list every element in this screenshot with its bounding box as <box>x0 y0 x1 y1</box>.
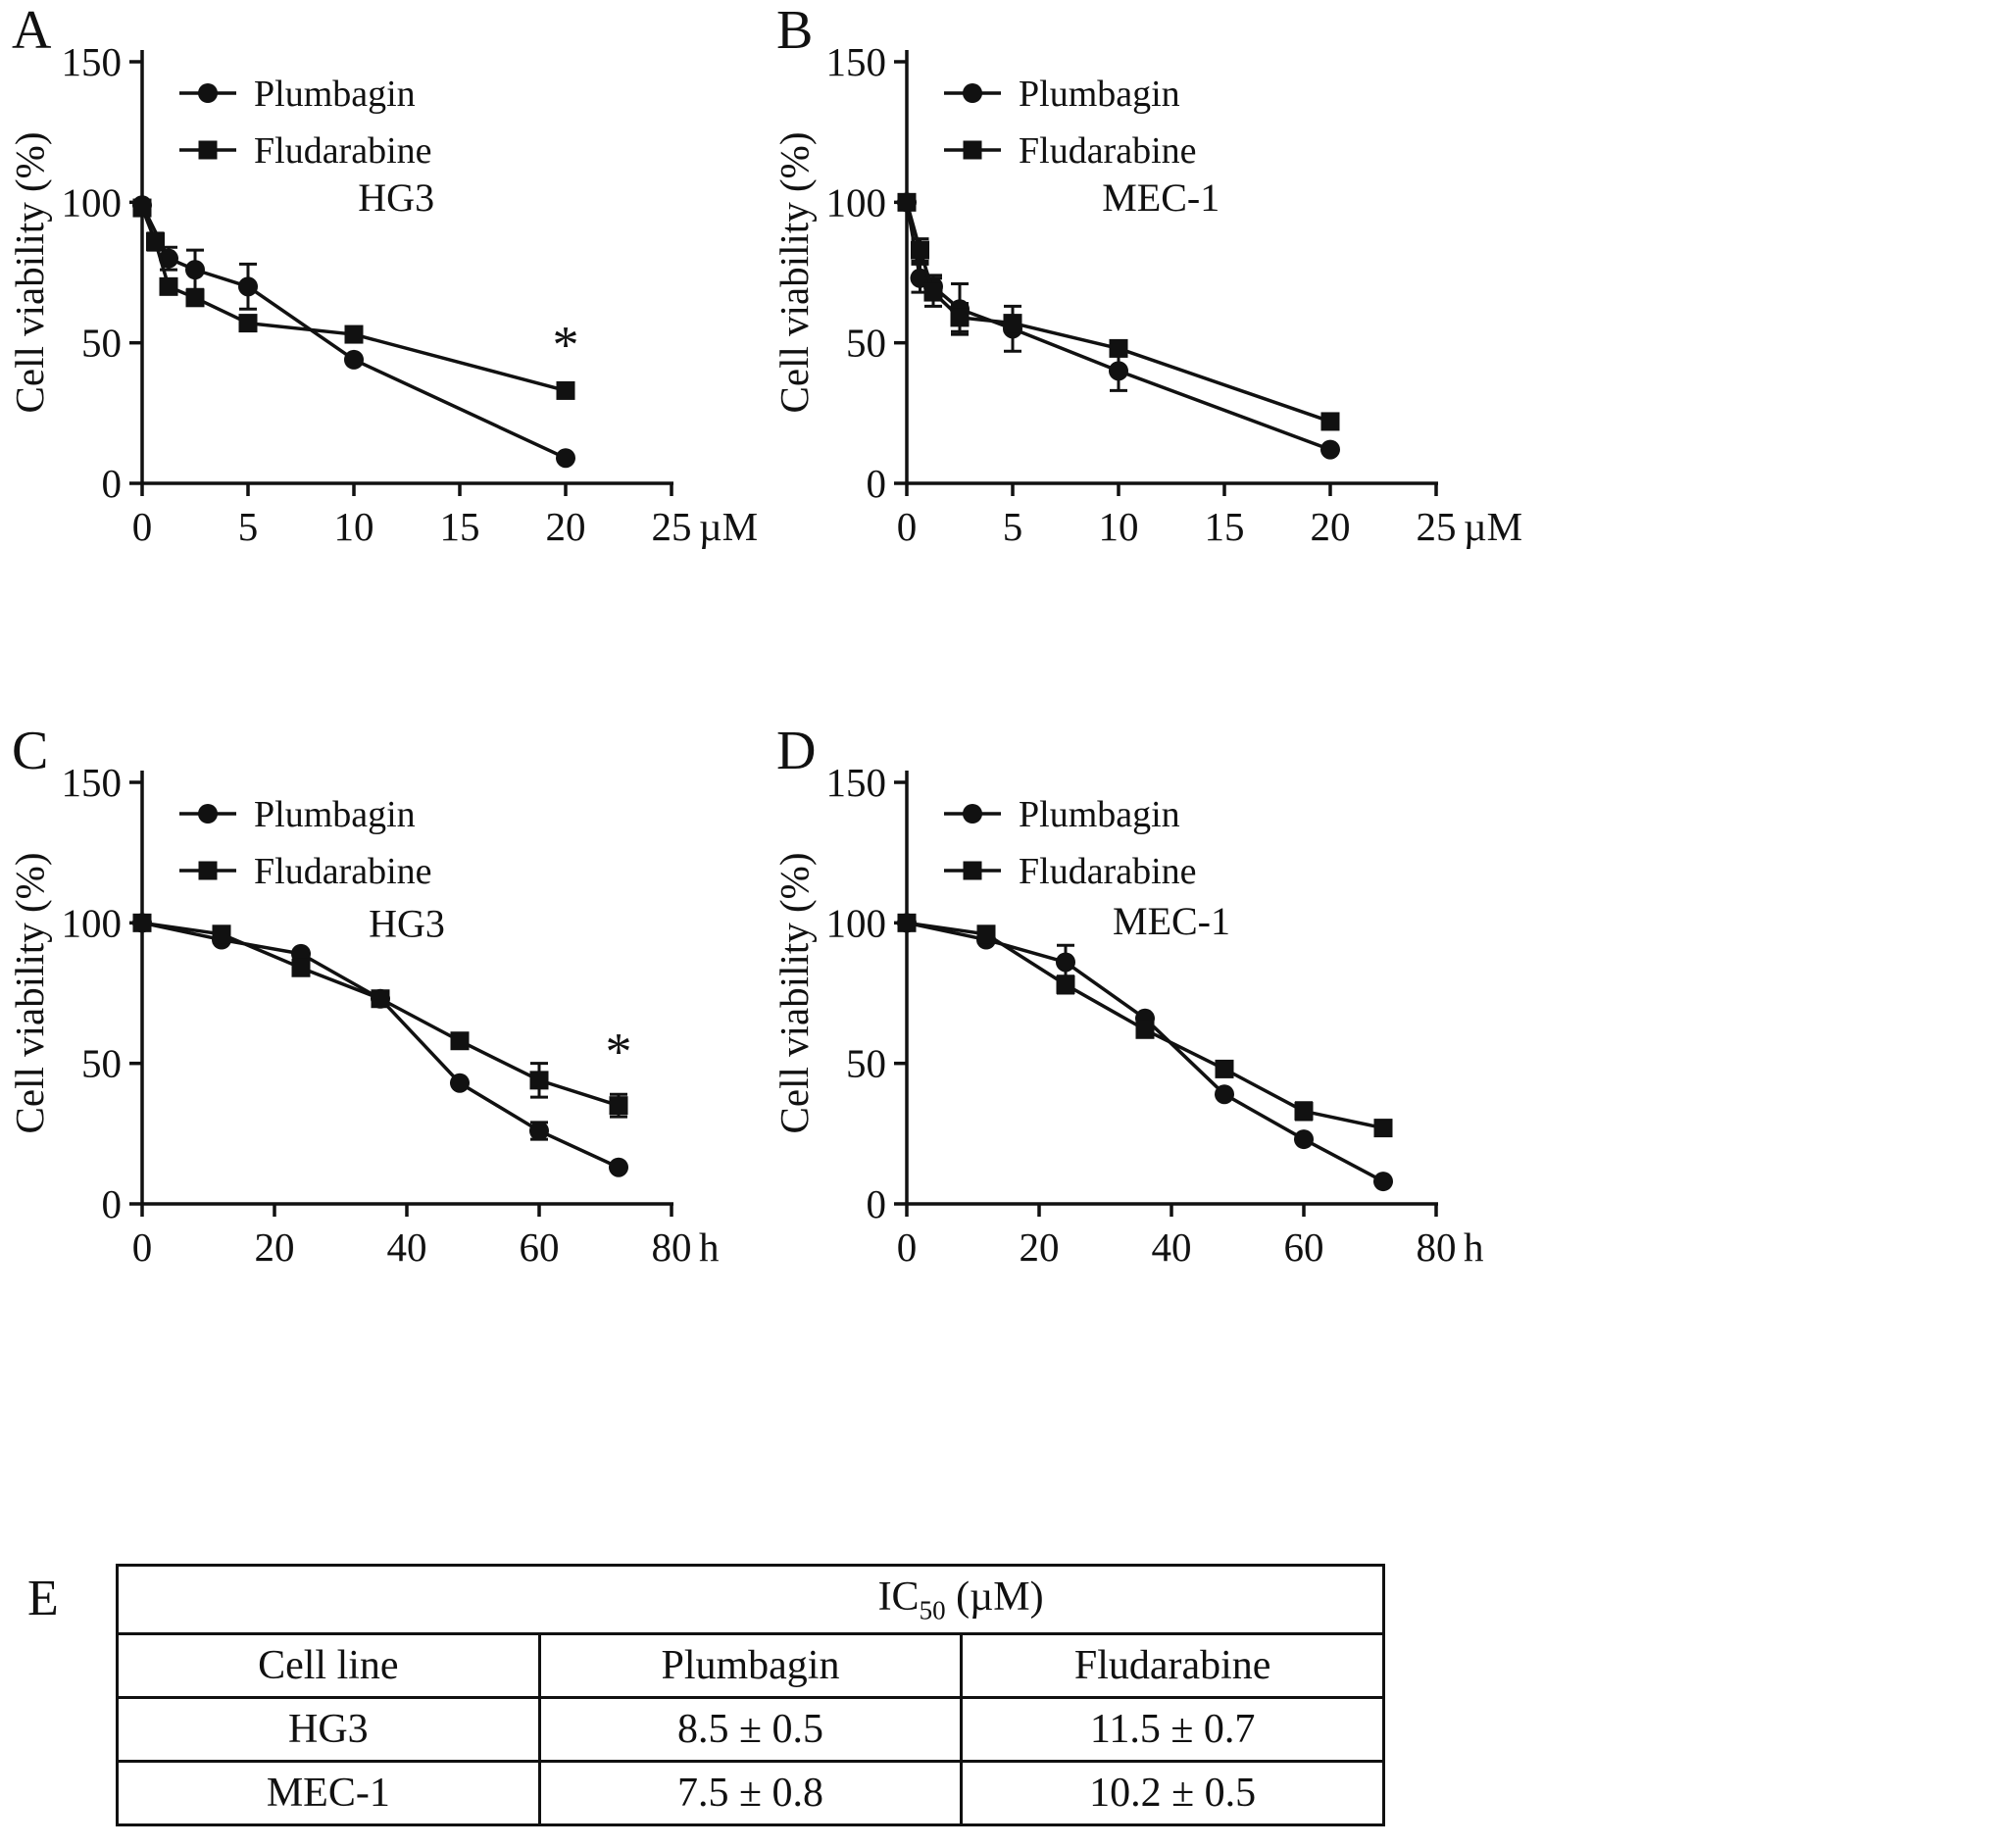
svg-text:60: 60 <box>520 1224 560 1270</box>
ic50-subscript: 50 <box>919 1595 946 1625</box>
svg-text:150: 150 <box>62 39 123 84</box>
svg-text:150: 150 <box>826 760 887 805</box>
cell-line-name: MEC-1 <box>116 1760 541 1827</box>
svg-text:0: 0 <box>867 1181 887 1226</box>
blank-cell <box>116 1563 540 1636</box>
ic50-value-fludarabine-hg3: 11.5 ± 0.7 <box>960 1696 1385 1764</box>
svg-text:50: 50 <box>81 1041 122 1086</box>
svg-text:50: 50 <box>846 1041 886 1086</box>
svg-text:50: 50 <box>81 321 122 366</box>
ic50-table: IC50 (µM) Cell line Plumbagin Fludarabin… <box>116 1563 1386 1827</box>
panel-e-ic50-table: E IC50 (µM) Cell line Plumbagin Fludarab… <box>27 1563 1400 1827</box>
svg-text:150: 150 <box>62 760 123 805</box>
svg-text:MEC-1: MEC-1 <box>1113 899 1230 943</box>
svg-text:150: 150 <box>826 39 887 84</box>
svg-text:100: 100 <box>62 179 123 225</box>
ic50-prefix: IC <box>877 1574 920 1620</box>
svg-text:Fludarabine: Fludarabine <box>1019 851 1197 892</box>
svg-text:Cell viability (%): Cell viability (%) <box>10 132 52 414</box>
time-course-chart-mec1: 0 50 100 150 0 20 40 60 80 h Cell viability (%) MEC… <box>772 725 1534 1314</box>
svg-text:Fludarabine: Fludarabine <box>1019 130 1197 172</box>
ic50-value-fludarabine-mec1: 10.2 ± 0.5 <box>960 1760 1385 1827</box>
table-row-hg3: HG3 8.5 ± 0.5 11.5 ± 0.7 <box>116 1696 1385 1764</box>
svg-text:0: 0 <box>102 461 123 506</box>
svg-text:10: 10 <box>1099 504 1139 549</box>
svg-text:Fludarabine: Fludarabine <box>254 130 432 172</box>
panel-d-label: D <box>776 721 817 781</box>
svg-text:100: 100 <box>62 900 123 945</box>
time-course-chart-hg3: 0 50 100 150 0 20 40 60 80 h Cell viability (%) HG3… <box>7 725 770 1314</box>
svg-text:40: 40 <box>1152 1224 1192 1270</box>
cell-line-name: HG3 <box>116 1696 541 1764</box>
svg-text:20: 20 <box>1311 504 1351 549</box>
ic50-unit: (µM) <box>945 1574 1044 1620</box>
table-row-mec1: MEC-1 7.5 ± 0.8 10.2 ± 0.5 <box>116 1760 1385 1827</box>
svg-text:Cell viability (%): Cell viability (%) <box>10 853 52 1134</box>
svg-text:20: 20 <box>546 504 586 549</box>
panel-a-dose-response-hg3: 0 50 100 150 0 5 10 15 20 25 µM Cell viability (%) H… <box>7 0 770 603</box>
svg-text:20: 20 <box>1020 1224 1060 1270</box>
svg-text:Plumbagin: Plumbagin <box>254 794 416 835</box>
svg-text:100: 100 <box>826 179 887 225</box>
svg-text:h: h <box>699 1224 720 1270</box>
panel-c-time-course-hg3: 0 50 100 150 0 20 40 60 80 h Cell viability (%) HG3… <box>7 721 770 1324</box>
svg-text:Plumbagin: Plumbagin <box>1019 794 1180 835</box>
svg-text:0: 0 <box>132 504 153 549</box>
svg-text:50: 50 <box>846 321 886 366</box>
panel-b-label: B <box>776 0 814 61</box>
svg-text:25: 25 <box>652 504 692 549</box>
svg-text:80: 80 <box>1417 1224 1457 1270</box>
ic50-value-plumbagin-mec1: 7.5 ± 0.8 <box>537 1760 964 1827</box>
dose-response-chart-mec1: 0 50 100 150 0 5 10 15 20 25 µM Cell viability (%) M… <box>772 5 1534 593</box>
svg-text:h: h <box>1464 1224 1484 1270</box>
svg-text:20: 20 <box>255 1224 295 1270</box>
ic50-title-row: IC50 (µM) <box>116 1563 1386 1636</box>
svg-text:HG3: HG3 <box>358 175 434 220</box>
svg-text:0: 0 <box>867 461 887 506</box>
svg-text:0: 0 <box>897 504 918 549</box>
svg-text:80: 80 <box>652 1224 692 1270</box>
column-header-cell-line: Cell line <box>116 1632 541 1700</box>
svg-text:Plumbagin: Plumbagin <box>1019 74 1180 115</box>
dose-response-chart-hg3: 0 50 100 150 0 5 10 15 20 25 µM Cell viability (%) H… <box>7 5 770 593</box>
panel-e-label: E <box>27 1571 59 1626</box>
svg-text:Plumbagin: Plumbagin <box>254 74 416 115</box>
svg-text:0: 0 <box>897 1224 918 1270</box>
svg-text:*: * <box>606 1022 632 1080</box>
svg-text:100: 100 <box>826 900 887 945</box>
svg-text:40: 40 <box>387 1224 427 1270</box>
svg-text:25: 25 <box>1417 504 1457 549</box>
panel-b-dose-response-mec1: 0 50 100 150 0 5 10 15 20 25 µM Cell viability (%) M… <box>772 0 1534 603</box>
svg-text:Fludarabine: Fludarabine <box>254 851 432 892</box>
svg-text:0: 0 <box>102 1181 123 1226</box>
svg-text:µM: µM <box>1464 504 1522 549</box>
svg-text:MEC-1: MEC-1 <box>1102 175 1219 220</box>
ic50-header-cell: IC50 (µM) <box>539 1563 1386 1636</box>
svg-text:60: 60 <box>1284 1224 1324 1270</box>
svg-text:10: 10 <box>334 504 374 549</box>
svg-text:HG3: HG3 <box>369 902 445 946</box>
svg-text:Cell viability (%): Cell viability (%) <box>774 132 817 414</box>
svg-text:15: 15 <box>1205 504 1245 549</box>
panel-d-time-course-mec1: 0 50 100 150 0 20 40 60 80 h Cell viability (%) MEC… <box>772 721 1534 1324</box>
column-header-row: Cell line Plumbagin Fludarabine <box>116 1632 1385 1700</box>
ic50-value-plumbagin-hg3: 8.5 ± 0.5 <box>537 1696 964 1764</box>
svg-text:Cell viability (%): Cell viability (%) <box>774 853 817 1134</box>
svg-text:5: 5 <box>1003 504 1023 549</box>
svg-text:5: 5 <box>238 504 259 549</box>
svg-text:15: 15 <box>440 504 480 549</box>
panel-c-label: C <box>12 721 49 781</box>
svg-text:0: 0 <box>132 1224 153 1270</box>
column-header-plumbagin: Plumbagin <box>537 1632 964 1700</box>
svg-text:µM: µM <box>699 504 758 549</box>
panel-a-label: A <box>12 0 52 61</box>
svg-text:*: * <box>553 316 579 375</box>
column-header-fludarabine: Fludarabine <box>960 1632 1385 1700</box>
